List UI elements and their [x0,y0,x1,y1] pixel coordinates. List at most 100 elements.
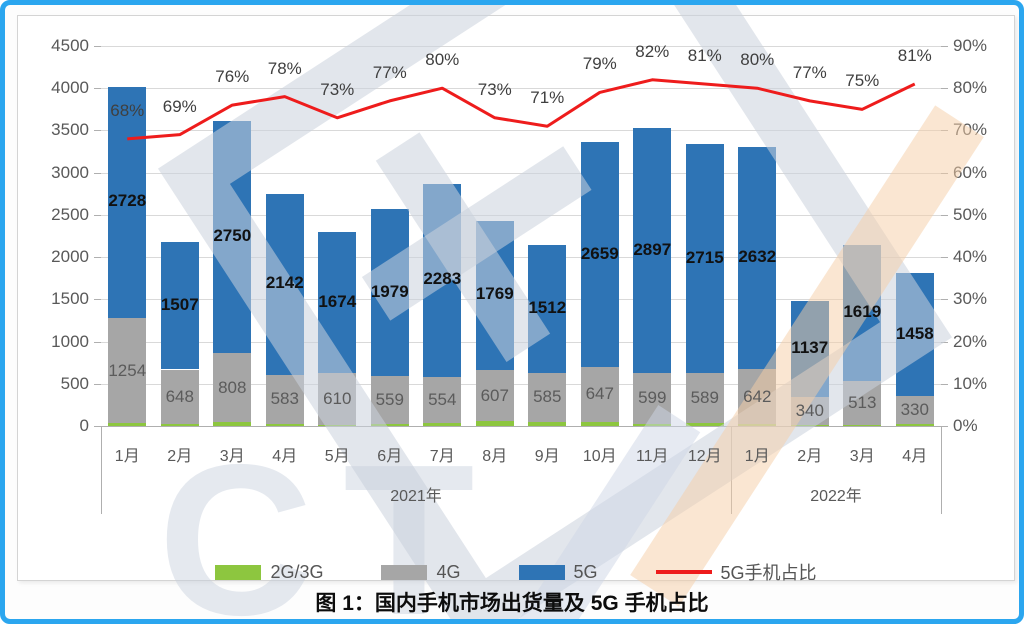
legend-label: 4G [436,561,461,582]
bar-segment-4g [213,353,252,422]
line-value-label: 75% [845,71,880,91]
bar-value-4g: 1254 [108,360,147,380]
bar-segment-5g [108,87,147,318]
gridline [101,130,941,132]
bar-value-5g: 1137 [791,337,829,357]
left-tick-mark [94,426,101,427]
legend-color-swatch [215,564,262,580]
bar-value-4g: 610 [323,389,352,409]
right-tick-mark [941,88,948,90]
line-value-label: 69% [162,96,197,116]
bar-segment-4g [370,376,409,424]
bar-value-5g: 2142 [265,273,304,293]
bar-value-5g: 1458 [895,323,934,343]
legend-item-5g: 5G [518,561,598,583]
bar-segment-5g [160,242,199,370]
bar-segment-5g [318,232,357,374]
bar-segment-2g3g [423,423,462,426]
bar-segment-2g3g [318,424,357,426]
bar-value-4g: 330 [900,400,929,420]
x-tick-label: 8月 [482,448,508,465]
left-axis-tick: 2500 [51,204,89,224]
left-axis-tick: 1000 [51,331,89,351]
year-group-label: 2021年 [390,488,442,505]
legend-line-swatch [655,570,712,574]
bar-segment-4g [318,373,357,425]
legend-label: 5G [573,561,598,582]
bar-value-4g: 607 [480,385,509,405]
legend-color-swatch [381,564,428,580]
bar-value-4g: 559 [375,390,404,410]
line-value-label: 71% [530,88,565,108]
left-tick-mark [94,46,101,47]
line-value-label: 80% [740,50,775,70]
line-value-label: 82% [635,41,670,61]
bar-value-4g: 648 [165,386,194,406]
right-axis-tick: 80% [953,78,988,98]
left-tick-mark [94,88,101,90]
bar-value-4g: 583 [270,389,299,409]
chart-card: CT 4500 4000 3500 3000 2500 2000 1500 1000 500 0 9… [17,5,1015,619]
left-axis-tick: 1500 [51,289,89,309]
left-tick-mark [94,341,101,343]
x-tick-label: 1月 [114,448,140,465]
x-tick-label: 6月 [377,448,403,465]
bar-segment-5g [213,121,252,354]
left-axis-tick: 4500 [51,36,89,55]
line-value-label: 81% [897,46,932,65]
line-value-label: 77% [792,62,827,82]
legend-label: 5G手机占比 [720,563,817,583]
left-axis-tick: 3500 [51,120,89,140]
line-value-label: 76% [215,67,250,87]
bar-segment-2g3g [160,424,199,426]
right-axis-tick: 90% [953,36,988,55]
bar-value-5g: 1619 [843,302,882,322]
legend-item-5g-: 5G手机占比 [655,559,817,585]
bar-segment-4g [108,317,147,424]
bar-value-5g: 2632 [738,247,777,267]
line-value-label: 80% [425,50,460,70]
left-axis-tick: 500 [60,373,89,393]
line-value-label: 81% [687,46,722,65]
line-value-label: 78% [267,58,302,78]
bar-segment-2g3g [213,421,252,426]
left-tick-mark [94,383,101,385]
bar-segment-4g [265,374,304,424]
left-tick-mark [94,299,101,301]
left-tick-mark [94,257,101,259]
bar-value-5g: 2728 [108,191,147,211]
left-axis-tick: 2000 [51,247,89,267]
bar-segment-5g [265,193,304,375]
legend-item-4g: 4G [381,561,461,583]
bar-segment-2g3g [108,423,147,426]
right-tick-mark [941,46,948,47]
gridline [101,88,941,90]
bar-segment-4g [160,369,199,425]
line-value-label: 79% [582,54,617,74]
chart-legend: 2G/3G 4G 5G 5G手机占比 [18,559,1014,585]
legend-item-2g-3g: 2G/3G [215,562,323,583]
chart-area: 4500 4000 3500 3000 2500 2000 1500 1000 500 0 90% 8… [18,16,1014,580]
x-tick-label: 3月 [219,448,245,465]
bar-segment-2g3g [475,421,514,426]
bar-value-4g: 554 [428,389,457,409]
left-axis-tick: 4000 [51,78,89,98]
bar-value-5g: 2750 [213,226,252,246]
left-tick-mark [94,172,101,174]
x-tick-label: 4月 [272,448,298,465]
x-tick-label: 5月 [324,448,350,465]
bar-value-5g: 1507 [160,294,199,314]
left-axis-tick: 3000 [51,162,89,182]
x-tick-label: 2月 [167,448,193,465]
gridline [101,46,941,47]
bar-value-5g: 1512 [528,297,567,317]
legend-label: 2G/3G [270,561,324,582]
bar-segment-4g [423,376,462,424]
legend-color-swatch [518,564,565,580]
gridline [101,383,941,385]
5g-share-line [127,78,916,141]
bar-segment-2g3g [265,423,304,426]
bar-value-5g: 1674 [318,291,357,311]
figure-caption: 图 1：国内手机市场出货量及 5G 手机占比 [315,592,709,615]
